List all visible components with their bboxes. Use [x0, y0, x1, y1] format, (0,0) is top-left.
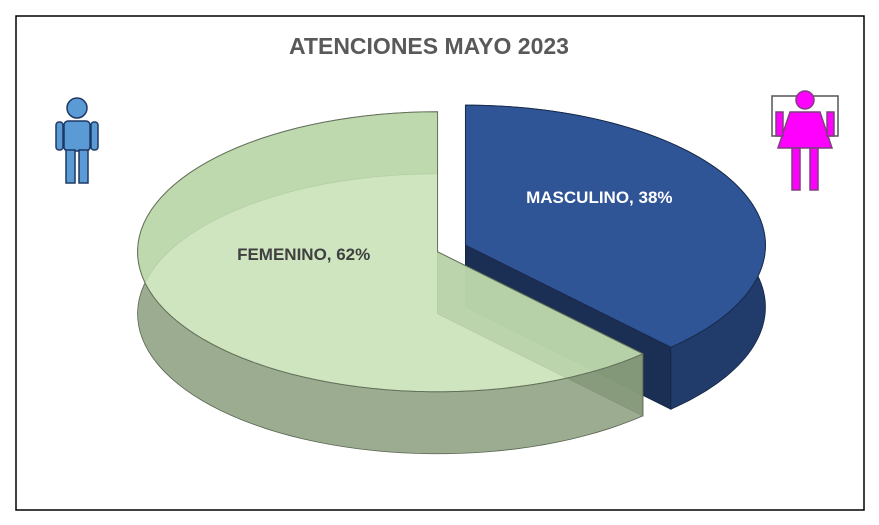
male-icon	[55, 97, 99, 184]
slice	[464, 104, 766, 348]
data-label: FEMENINO, 62%	[237, 244, 371, 264]
slice	[137, 111, 645, 393]
chart-title: ATENCIONES MAYO 2023	[289, 33, 569, 59]
slice-tops	[137, 104, 766, 393]
female-icon	[771, 90, 839, 191]
data-label: MASCULINO, 38%	[526, 188, 673, 208]
